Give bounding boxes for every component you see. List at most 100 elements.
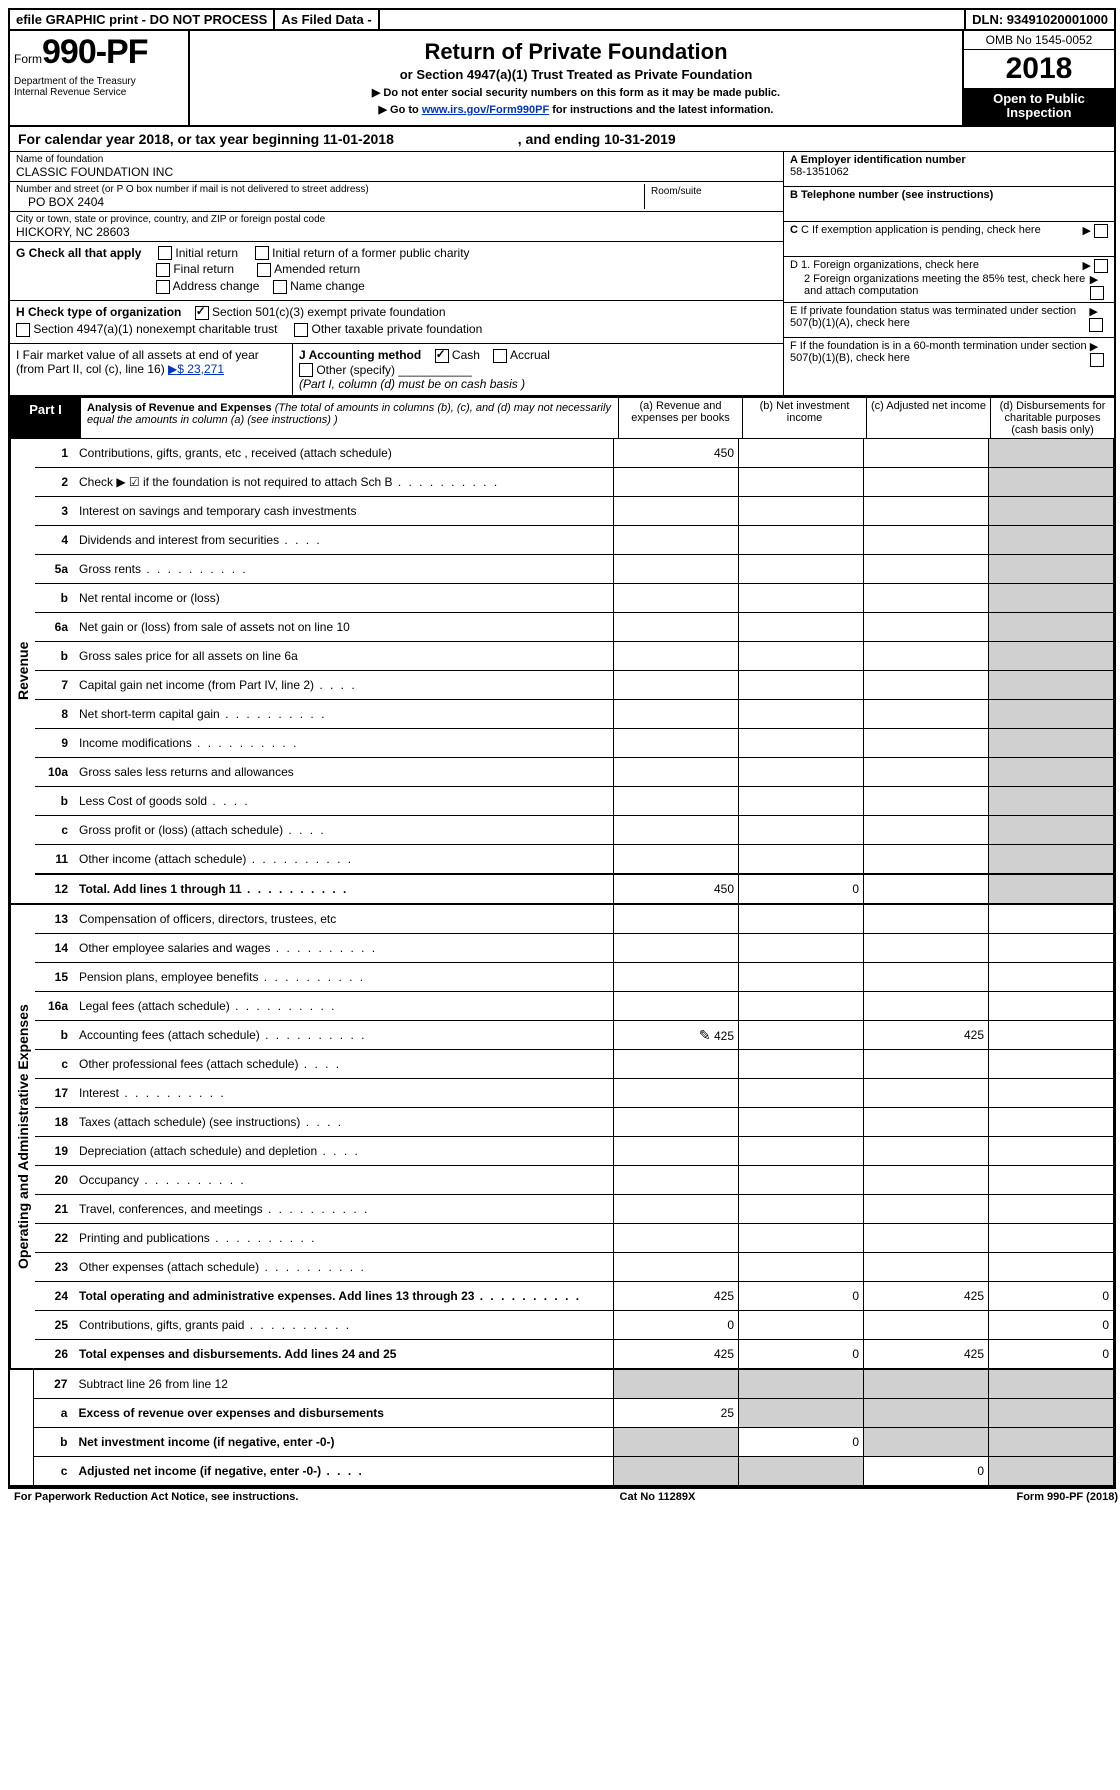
ein-value: 58-1351062 — [790, 166, 1108, 178]
col-d-val — [989, 439, 1114, 468]
col-a-val — [614, 963, 739, 992]
chk-initial-return[interactable] — [158, 246, 172, 260]
col-c-val — [864, 874, 989, 903]
street-address: PO BOX 2404 — [16, 195, 644, 209]
info-left: Name of foundation CLASSIC FOUNDATION IN… — [10, 152, 784, 396]
col-b-val — [739, 1399, 864, 1428]
col-b-val — [739, 1021, 864, 1050]
attachment-icon[interactable]: ✎ — [699, 1027, 711, 1043]
row-num: 25 — [35, 1311, 74, 1340]
col-d-val — [989, 613, 1114, 642]
col-c-val — [864, 1224, 989, 1253]
e-label: E If private foundation status was termi… — [790, 305, 1089, 335]
topbar-spacer — [380, 10, 966, 29]
g-label: G Check all that apply — [16, 246, 141, 260]
city-block: City or town, state or province, country… — [10, 212, 783, 242]
phone-label: B Telephone number (see instructions) — [790, 189, 993, 201]
col-b-val: 0 — [739, 1282, 864, 1311]
row-desc: Gross sales price for all assets on line… — [74, 642, 614, 671]
chk-501c3[interactable] — [195, 306, 209, 320]
col-d-val — [989, 1370, 1114, 1399]
col-a-val: 425 — [614, 1340, 739, 1369]
col-b-val — [739, 758, 864, 787]
j-section: J Accounting method Cash Accrual Other (… — [293, 344, 783, 396]
col-d-val — [989, 729, 1114, 758]
col-d-val — [989, 1050, 1114, 1079]
row-num: b — [35, 1021, 74, 1050]
opt-amended: Amended return — [274, 262, 360, 276]
opt-accrual: Accrual — [510, 348, 550, 362]
col-c-header: (c) Adjusted net income — [866, 398, 990, 438]
a-block: A Employer identification number 58-1351… — [784, 152, 1114, 187]
col-d-val — [989, 526, 1114, 555]
col-a-val — [614, 1108, 739, 1137]
col-c-val — [864, 1399, 989, 1428]
paperwork-notice: For Paperwork Reduction Act Notice, see … — [14, 1491, 298, 1503]
fmv-value: ▶$ 23,271 — [168, 362, 224, 376]
col-a-val — [614, 845, 739, 875]
col-a-val — [614, 816, 739, 845]
chk-addr-change[interactable] — [156, 280, 170, 294]
row-num: b — [35, 584, 74, 613]
addr-block: Number and street (or P O box number if … — [10, 182, 783, 212]
part1-header: Part I Analysis of Revenue and Expenses … — [10, 396, 1114, 439]
instructions-link-line: ▶ Go to www.irs.gov/Form990PF for instru… — [198, 103, 954, 116]
chk-d2[interactable] — [1090, 286, 1104, 300]
col-b-val — [739, 1370, 864, 1399]
row-num: 2 — [35, 468, 74, 497]
col-a-val — [614, 787, 739, 816]
col-d-val — [989, 700, 1114, 729]
expenses-label: Operating and Administrative Expenses — [10, 905, 35, 1368]
g-section: G Check all that apply Initial return In… — [10, 242, 783, 301]
col-d-val — [989, 1108, 1114, 1137]
ein-label: A Employer identification number — [790, 154, 966, 166]
col-a-val — [614, 905, 739, 934]
col-c-val — [864, 758, 989, 787]
irs-link[interactable]: www.irs.gov/Form990PF — [422, 104, 549, 116]
row-num: c — [35, 816, 74, 845]
chk-accrual[interactable] — [493, 349, 507, 363]
revenue-section: Revenue 1Contributions, gifts, grants, e… — [10, 439, 1114, 905]
chk-cash[interactable] — [435, 349, 449, 363]
col-c-val — [864, 1253, 989, 1282]
chk-other-taxable[interactable] — [294, 323, 308, 337]
col-c-val: 0 — [864, 1457, 989, 1486]
row-num: 27 — [34, 1370, 73, 1399]
col-d-val — [989, 1399, 1114, 1428]
col-a-val — [614, 1050, 739, 1079]
row-desc: Interest on savings and temporary cash i… — [74, 497, 614, 526]
col-a-val — [614, 642, 739, 671]
chk-4947[interactable] — [16, 323, 30, 337]
chk-amended[interactable] — [257, 263, 271, 277]
h-label: H Check type of organization — [16, 305, 181, 319]
chk-e[interactable] — [1089, 318, 1103, 332]
chk-name-change[interactable] — [273, 280, 287, 294]
col-b-val — [739, 700, 864, 729]
col-c-val — [864, 816, 989, 845]
chk-f[interactable] — [1090, 353, 1104, 367]
cal-pre: For calendar year 2018, or tax year begi… — [18, 131, 323, 147]
col-c-val — [864, 1311, 989, 1340]
expenses-section: Operating and Administrative Expenses 13… — [10, 905, 1114, 1370]
row-num: 8 — [35, 700, 74, 729]
chk-other-method[interactable] — [299, 363, 313, 377]
col-b-val — [739, 1224, 864, 1253]
chk-c[interactable] — [1094, 224, 1108, 238]
col-b-val — [739, 642, 864, 671]
col-d-val — [989, 845, 1114, 875]
chk-d1[interactable] — [1094, 259, 1108, 273]
col-d-header: (d) Disbursements for charitable purpose… — [990, 398, 1114, 438]
chk-final[interactable] — [156, 263, 170, 277]
col-a-val — [614, 700, 739, 729]
row-desc: Other professional fees (attach schedule… — [74, 1050, 614, 1079]
col-b-val: 0 — [739, 874, 864, 903]
row-desc: Contributions, gifts, grants, etc , rece… — [74, 439, 614, 468]
col-c-val: 425 — [864, 1021, 989, 1050]
city-label: City or town, state or province, country… — [16, 214, 777, 225]
chk-initial-former[interactable] — [255, 246, 269, 260]
col-d-val — [989, 816, 1114, 845]
row-num: 17 — [35, 1079, 74, 1108]
col-b-val — [739, 729, 864, 758]
row-desc: Adjusted net income (if negative, enter … — [73, 1457, 613, 1486]
col-d-val — [989, 874, 1114, 903]
